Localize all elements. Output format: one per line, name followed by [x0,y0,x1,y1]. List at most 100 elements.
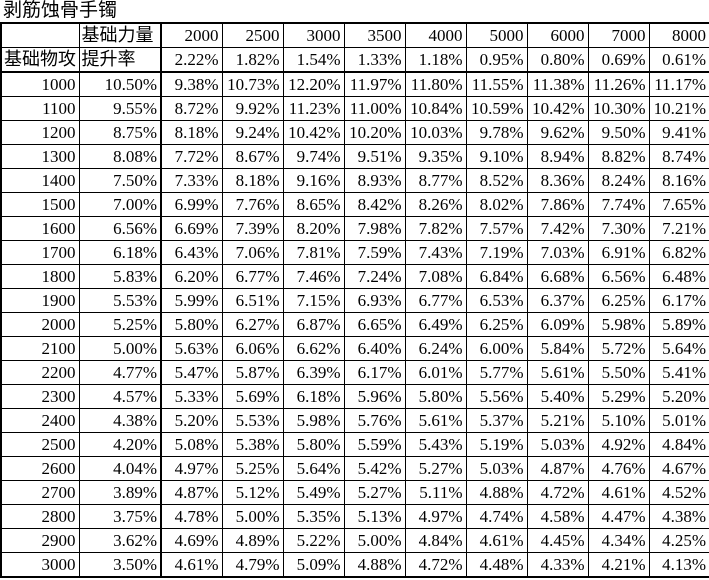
cell-value[interactable]: 7.42% [526,216,589,241]
cell-value[interactable]: 5.63% [160,336,223,361]
cell-value[interactable]: 6.51% [221,288,284,313]
cell-value[interactable]: 4.48% [465,552,528,578]
cell-value[interactable]: 5.09% [282,552,345,578]
cell-value[interactable]: 6.25% [465,312,528,337]
cell-value[interactable]: 4.97% [160,456,223,481]
cell-value[interactable]: 5.40% [526,384,589,409]
cell-value[interactable]: 5.59% [343,432,406,457]
cell-value[interactable]: 6.53% [465,288,528,313]
cell-value[interactable]: 6.84% [465,264,528,289]
cell-value[interactable]: 5.96% [343,384,406,409]
col-header-cell[interactable]: 4000 [404,22,467,48]
cell-value[interactable]: 6.49% [404,312,467,337]
cell-value[interactable]: 7.39% [221,216,284,241]
row-header-attack[interactable]: 2300 [0,384,80,409]
cell-value[interactable]: 6.91% [587,240,650,265]
cell-value[interactable]: 5.99% [160,288,223,313]
cell-value[interactable]: 5.76% [343,408,406,433]
cell-value[interactable]: 7.06% [221,240,284,265]
cell-value[interactable]: 9.16% [282,168,345,193]
cell-value[interactable]: 6.87% [282,312,345,337]
cell-value[interactable]: 10.30% [587,96,650,121]
cell-value[interactable]: 4.72% [526,480,589,505]
cell-value[interactable]: 4.13% [648,552,709,578]
row-header-attack[interactable]: 1400 [0,168,80,193]
cell-value[interactable]: 8.16% [648,168,709,193]
cell-value[interactable]: 5.53% [221,408,284,433]
cell-value[interactable]: 6.06% [221,336,284,361]
cell-value[interactable]: 6.17% [648,288,709,313]
cell-value[interactable]: 8.52% [465,168,528,193]
cell-value[interactable]: 6.77% [404,288,467,313]
cell-value[interactable]: 5.56% [465,384,528,409]
cell-value[interactable]: 8.02% [465,192,528,217]
cell-value[interactable]: 5.64% [648,336,709,361]
cell-value[interactable]: 10.84% [404,96,467,121]
cell-value[interactable]: 4.61% [587,480,650,505]
cell-rate[interactable]: 10.50% [78,71,162,97]
cell-value[interactable]: 8.24% [587,168,650,193]
cell-value[interactable]: 7.57% [465,216,528,241]
cell-value[interactable]: 10.59% [465,96,528,121]
rate-header-cell[interactable]: 提升率 [78,47,162,73]
cell-rate[interactable]: 5.53% [78,288,162,313]
cell-value[interactable]: 7.33% [160,168,223,193]
cell-value[interactable]: 5.11% [404,480,467,505]
cell-value[interactable]: 5.29% [587,384,650,409]
cell-value[interactable]: 7.46% [282,264,345,289]
cell-value[interactable]: 5.01% [648,408,709,433]
cell-value[interactable]: 5.20% [160,408,223,433]
cell-value[interactable]: 4.38% [648,504,709,529]
cell-value[interactable]: 4.88% [465,480,528,505]
cell-value[interactable]: 5.12% [221,480,284,505]
cell-value[interactable]: 4.84% [404,528,467,553]
cell-value[interactable]: 4.25% [648,528,709,553]
cell-value[interactable]: 8.82% [587,144,650,169]
cell-value[interactable]: 9.74% [282,144,345,169]
cell-value[interactable]: 6.77% [221,264,284,289]
cell-value[interactable]: 5.13% [343,504,406,529]
col-header-cell[interactable]: 6000 [526,22,589,48]
cell-rate[interactable]: 4.38% [78,408,162,433]
cell-value[interactable]: 5.35% [282,504,345,529]
row-header-attack[interactable]: 2900 [0,528,80,553]
cell-value[interactable]: 5.50% [587,360,650,385]
cell-value[interactable]: 11.00% [343,96,406,121]
cell-value[interactable]: 5.20% [648,384,709,409]
cell-value[interactable]: 11.26% [587,71,650,97]
cell-value[interactable]: 4.34% [587,528,650,553]
cell-value[interactable]: 9.92% [221,96,284,121]
cell-value[interactable]: 5.98% [282,408,345,433]
cell-value[interactable]: 4.69% [160,528,223,553]
cell-value[interactable]: 5.00% [343,528,406,553]
row-header-attack[interactable]: 1500 [0,192,80,217]
cell-value[interactable]: 5.61% [404,408,467,433]
cell-value[interactable]: 5.77% [465,360,528,385]
cell-value[interactable]: 5.42% [343,456,406,481]
cell-value[interactable]: 4.47% [587,504,650,529]
cell-value[interactable]: 7.43% [404,240,467,265]
cell-value[interactable]: 4.33% [526,552,589,578]
row-header-attack[interactable]: 1000 [0,71,80,97]
cell-rate[interactable]: 8.08% [78,144,162,169]
col-header-cell[interactable]: 2500 [221,22,284,48]
cell-value[interactable]: 11.38% [526,71,589,97]
cell-value[interactable]: 9.51% [343,144,406,169]
cell-value[interactable]: 6.65% [343,312,406,337]
cell-value[interactable]: 6.39% [282,360,345,385]
row-header-attack[interactable]: 1200 [0,120,80,145]
row-header-attack[interactable]: 1700 [0,240,80,265]
cell-value[interactable]: 8.74% [648,144,709,169]
cell-value[interactable]: 8.18% [160,120,223,145]
base-rate-cell[interactable]: 1.18% [404,47,467,73]
base-rate-cell[interactable]: 1.82% [221,47,284,73]
cell-rate[interactable]: 5.00% [78,336,162,361]
cell-value[interactable]: 9.10% [465,144,528,169]
cell-value[interactable]: 7.82% [404,216,467,241]
col-header-cell[interactable]: 2000 [160,22,223,48]
cell-value[interactable]: 4.89% [221,528,284,553]
cell-value[interactable]: 11.55% [465,71,528,97]
col-header-cell[interactable]: 3500 [343,22,406,48]
cell-value[interactable]: 9.41% [648,120,709,145]
cell-value[interactable]: 6.43% [160,240,223,265]
